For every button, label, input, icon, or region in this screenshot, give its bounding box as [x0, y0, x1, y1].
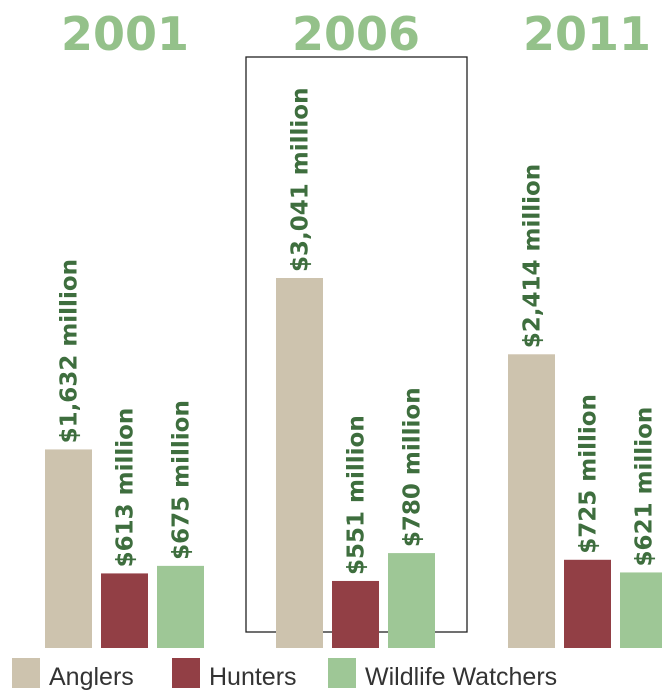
legend-label-wildlife-watchers: Wildlife Watchers: [365, 663, 557, 690]
data-label-wildlife-watchers-2011: $621 million: [632, 407, 658, 567]
data-label-anglers-2001: $1,632 million: [57, 259, 83, 443]
data-label-hunters-2006: $551 million: [344, 415, 370, 575]
data-label-wildlife-watchers-2006: $780 million: [400, 387, 426, 547]
bar-anglers-2011: [508, 354, 555, 648]
legend-swatch-wildlife-watchers: [328, 658, 356, 688]
year-label-2006: 2006: [292, 7, 420, 61]
data-label-hunters-2011: $725 million: [576, 394, 602, 554]
legend-swatch-hunters: [172, 658, 200, 688]
data-label-wildlife-watchers-2001: $675 million: [169, 400, 195, 560]
data-label-hunters-2001: $613 million: [113, 408, 139, 568]
bar-wildlife-watchers-2001: [157, 565, 204, 648]
bar-anglers-2001: [45, 449, 92, 648]
legend-label-anglers: Anglers: [49, 663, 134, 690]
legend-label-hunters: Hunters: [209, 663, 297, 690]
bar-hunters-2001: [101, 573, 148, 648]
data-label-anglers-2006: $3,041 million: [288, 88, 314, 272]
bar-anglers-2006: [276, 278, 323, 648]
bar-hunters-2006: [332, 580, 379, 648]
bar-hunters-2011: [564, 559, 611, 648]
year-label-2011: 2011: [523, 7, 651, 61]
data-label-anglers-2011: $2,414 million: [520, 164, 546, 348]
bar-wildlife-watchers-2006: [388, 553, 435, 648]
year-label-2001: 2001: [61, 7, 189, 61]
bar-wildlife-watchers-2011: [620, 572, 662, 648]
legend-swatch-anglers: [12, 658, 40, 688]
